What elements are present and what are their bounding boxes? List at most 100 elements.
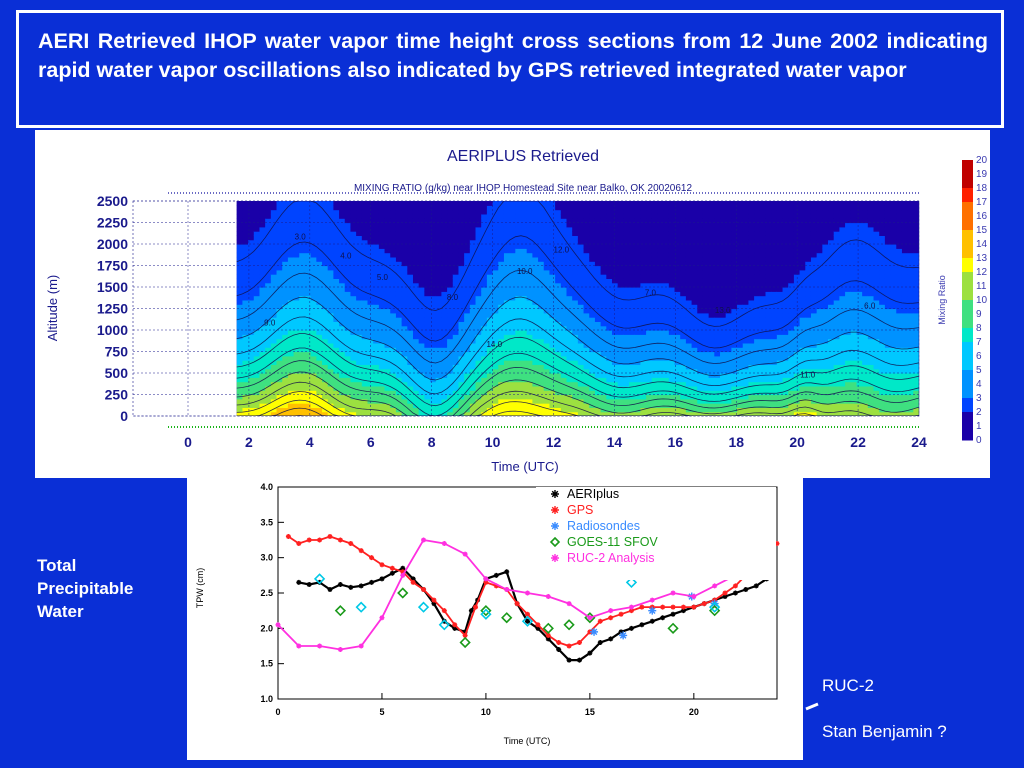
heatmap-cell [543,205,551,211]
heatmap-cell [549,201,556,206]
heatmap-cell [259,222,266,228]
heatmap-cell [549,265,556,271]
heatmap-cell [390,411,397,416]
heatmap-cell [424,218,431,224]
heatmap-cell [793,377,801,383]
heatmap-cell [430,291,437,297]
heatmap-cell [771,218,778,224]
heatmap-cell [441,269,448,275]
heatmap-cell [503,377,511,383]
heatmap-cell [577,360,585,365]
heatmap-cell [373,213,380,219]
heatmap-cell [515,252,522,258]
heatmap-cell [356,317,363,322]
heatmap-cell [299,325,306,331]
heatmap-cell [469,351,477,357]
heatmap-cell [646,398,653,404]
heatmap-cell [469,334,477,340]
heatmap-cell [623,213,630,219]
heatmap-cell [566,256,573,262]
chart-subtitle: MIXING RATIO (g/kg) near IHOP Homestead … [354,183,693,194]
heatmap-cell [270,364,278,370]
heatmap-cell [731,295,738,301]
heatmap-cell [282,347,289,353]
heatmap-cell [731,269,738,275]
heatmap-cell [742,381,750,387]
heatmap-cell [782,325,789,331]
heatmap-cell [412,411,420,416]
heatmap-cell [657,269,664,275]
heatmap-cell [521,347,528,353]
heatmap-cell [680,381,687,387]
heatmap-cell [640,295,647,301]
heatmap-cell [464,403,471,408]
heatmap-cell [367,390,374,396]
heatmap-cell [242,403,249,408]
heatmap-cell [492,274,499,279]
heatmap-cell [293,201,300,206]
heatmap-cell [623,317,630,322]
heatmap-cell [577,218,585,224]
heatmap-cell [481,209,488,215]
heatmap-cell [498,304,505,310]
heatmap-cell [304,213,312,219]
heatmap-cell [412,218,420,224]
heatmap-cell [526,347,533,353]
heatmap-cell [236,304,244,310]
heatmap-cell [515,261,522,267]
heatmap-cell [395,209,403,215]
heatmap-cell [299,351,306,357]
heatmap-cell [691,261,698,267]
heatmap-cell [646,239,653,245]
heatmap-cell [430,282,437,288]
heatmap-cell [776,373,784,378]
heatmap-cell [339,218,346,224]
heatmap-cell [361,411,369,416]
heatmap-cell [447,265,454,271]
heatmap-cell [640,312,647,318]
heatmap-cell [668,235,676,241]
heatmap-cell [469,226,477,232]
heatmap-cell [543,394,551,400]
heatmap-cell [248,403,255,408]
heatmap-cell [441,355,448,361]
heatmap-cell [708,355,715,361]
heatmap-cell [412,342,420,348]
heatmap-cell [674,201,681,206]
heatmap-cell [759,252,767,258]
heatmap-cell [293,213,300,219]
heatmap-cell [651,205,659,211]
heatmap-cell [322,312,329,318]
heatmap-cell [737,226,744,232]
heatmap-cell [526,239,533,245]
heatmap-cell [526,295,533,301]
heatmap-cell [782,330,789,335]
heatmap-cell [310,265,317,271]
heatmap-cell [606,226,613,232]
heatmap-cell [270,355,278,361]
heatmap-cell [691,308,698,314]
heatmap-cell [373,325,380,331]
heatmap-cell [629,317,636,322]
heatmap-cell [361,394,369,400]
heatmap-cell [560,334,568,340]
heatmap-cell [378,265,386,271]
heatmap-cell [242,295,249,301]
heatmap-cell [503,407,511,413]
heatmap-cell [577,235,585,241]
heatmap-cell [356,304,363,310]
heatmap-cell [509,338,516,344]
heatmap-cell [435,222,443,228]
heatmap-cell [390,252,397,258]
heatmap-cell [248,226,255,232]
heatmap-cell [737,368,744,374]
heatmap-cell [771,368,778,374]
heatmap-cell [538,407,545,413]
heatmap-cell [640,360,647,365]
heatmap-cell [350,295,357,301]
heatmap-cell [344,312,352,318]
heatmap-cell [350,407,357,413]
heatmap-cell [401,368,408,374]
heatmap-cell [651,355,659,361]
heatmap-cell [287,411,295,416]
